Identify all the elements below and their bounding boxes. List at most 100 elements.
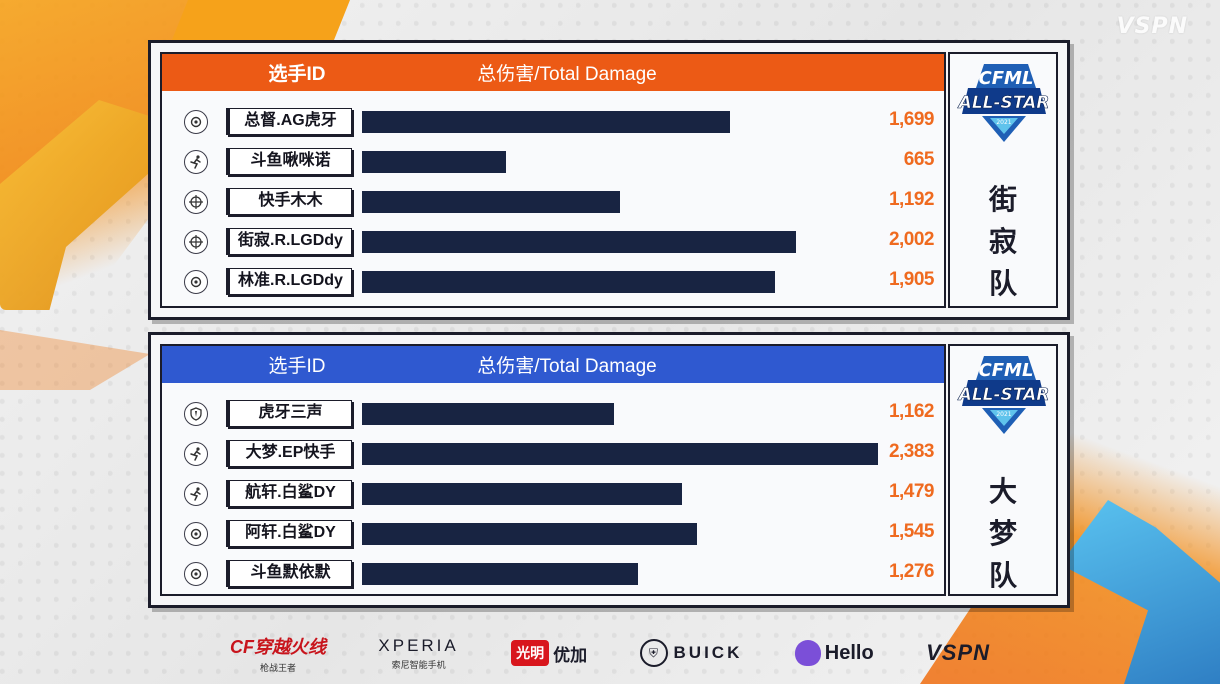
header-total-damage: 总伤害/Total Damage	[477, 356, 657, 377]
shield-icon	[184, 402, 208, 426]
all-star-emblem: CFML ALL-STAR 2021	[956, 64, 1050, 142]
buick-shield-icon: ⛨	[639, 639, 668, 667]
player-row: 总督.AG虎牙 1,699	[162, 105, 944, 145]
sponsor-name: BUICK	[673, 643, 743, 662]
damage-value: 665	[903, 149, 935, 170]
damage-value: 1,162	[888, 401, 935, 422]
sponsor-bar: CF穿越火线 枪战王者 XPERIA 索尼智能手机 光明 优加 ⛨ BUICK …	[230, 628, 990, 678]
player-row: 虎牙三声 1,162	[162, 397, 944, 437]
player-name: 大梦.EP快手	[226, 440, 352, 467]
team-name: 街 寂 队	[950, 179, 1056, 305]
runner-icon	[184, 482, 208, 506]
player-name: 快手木木	[226, 188, 352, 215]
player-name: 虎牙三声	[226, 400, 352, 427]
team-name-char: 街	[988, 183, 1017, 216]
hello-mascot-icon	[794, 640, 821, 666]
player-name: 街寂.R.LGDdy	[226, 228, 352, 255]
orange-banner-top	[170, 0, 350, 45]
sponsor-name: 光明	[511, 640, 550, 666]
team-name-char: 队	[988, 559, 1017, 592]
all-star-emblem: CFML ALL-STAR 2021	[956, 356, 1050, 434]
cfml-all-star-logo: CFML ALL-STAR 2021	[954, 350, 1054, 436]
damage-bar	[362, 403, 614, 425]
player-row: 街寂.R.LGDdy 2,002	[162, 225, 944, 265]
team-name: 大 梦 队	[950, 471, 1056, 597]
logo-year: 2021	[996, 411, 1011, 418]
gear-icon	[184, 270, 208, 294]
damage-bar	[362, 191, 620, 213]
team-name-char: 大	[988, 475, 1017, 508]
damage-bar	[362, 563, 638, 585]
damage-bar	[362, 231, 796, 253]
crosshair-icon	[184, 230, 208, 254]
sponsor-sub: 优加	[553, 645, 588, 665]
cfml-all-star-logo: CFML ALL-STAR 2021	[954, 58, 1054, 144]
table-header: 选手ID 总伤害/Total Damage	[162, 346, 944, 383]
damage-value: 1,276	[888, 561, 935, 582]
damage-value: 2,002	[888, 229, 935, 250]
team-name-char: 梦	[988, 517, 1017, 550]
damage-bar	[362, 483, 682, 505]
gear-icon	[184, 110, 208, 134]
damage-bar	[362, 111, 730, 133]
gear-icon	[184, 522, 208, 546]
gear-icon	[184, 562, 208, 586]
player-name: 林准.R.LGDdy	[226, 268, 352, 295]
damage-table: 选手ID 总伤害/Total Damage 总督.AG虎牙 1,699 斗鱼啾咪诺 6…	[160, 52, 946, 308]
team-name-char: 寂	[988, 225, 1017, 258]
damage-bar	[362, 443, 878, 465]
sponsor-name: CF穿越火线	[230, 636, 326, 657]
damage-value: 2,383	[888, 441, 935, 462]
player-row: 航轩.白鲨DY 1,479	[162, 477, 944, 517]
damage-value: 1,699	[888, 109, 935, 130]
sponsor-xperia-logo: XPERIA 索尼智能手机	[378, 636, 458, 671]
sponsor-sub: 索尼智能手机	[391, 660, 446, 671]
player-name: 航轩.白鲨DY	[226, 480, 352, 507]
sponsor-hello-logo: Hello	[794, 640, 874, 666]
damage-table: 选手ID 总伤害/Total Damage 虎牙三声 1,162 大梦.EP快手 2,…	[160, 344, 946, 596]
sponsor-name: Hello	[824, 641, 874, 664]
sponsor-vspn-logo: VSPN	[926, 640, 990, 666]
sponsor-buick-logo: ⛨ BUICK	[639, 639, 743, 667]
logo-line2: ALL-STAR	[957, 93, 1050, 113]
sponsor-guangming-logo: 光明 优加	[511, 640, 587, 666]
logo-line1: CFML	[979, 68, 1034, 89]
damage-bar	[362, 523, 697, 545]
header-player-id: 选手ID	[268, 356, 326, 377]
player-row: 快手木木 1,192	[162, 185, 944, 225]
player-row: 阿轩.白鲨DY 1,545	[162, 517, 944, 557]
player-name: 斗鱼啾咪诺	[226, 148, 352, 175]
sponsor-name: VSPN	[926, 640, 990, 665]
damage-bar	[362, 271, 775, 293]
logo-line2: ALL-STAR	[957, 385, 1050, 405]
team-panel-2: 选手ID 总伤害/Total Damage 虎牙三声 1,162 大梦.EP快手 2,…	[148, 332, 1070, 608]
damage-bar	[362, 151, 506, 173]
table-header: 选手ID 总伤害/Total Damage	[162, 54, 944, 91]
team-name-char: 队	[988, 267, 1017, 300]
player-row: 林准.R.LGDdy 1,905	[162, 265, 944, 305]
player-row: 斗鱼默依默 1,276	[162, 557, 944, 597]
damage-value: 1,192	[888, 189, 935, 210]
team-panel-1: 选手ID 总伤害/Total Damage 总督.AG虎牙 1,699 斗鱼啾咪诺 6…	[148, 40, 1070, 320]
sponsor-name: XPERIA	[378, 635, 459, 655]
player-rows: 虎牙三声 1,162 大梦.EP快手 2,383 航轩.白鲨DY 1,479 阿轩.白鲨DY…	[162, 383, 944, 597]
team-side-column: CFML ALL-STAR 2021 街 寂 队	[948, 52, 1058, 308]
player-row: 大梦.EP快手 2,383	[162, 437, 944, 477]
sponsor-crossfire-logo: CF穿越火线 枪战王者	[230, 633, 326, 674]
logo-line1: CFML	[979, 360, 1034, 381]
vspn-watermark: VSPN	[1116, 14, 1188, 39]
sponsor-sub: 枪战王者	[259, 663, 296, 674]
player-name: 阿轩.白鲨DY	[226, 520, 352, 547]
team-side-column: CFML ALL-STAR 2021 大 梦 队	[948, 344, 1058, 596]
crosshair-icon	[184, 190, 208, 214]
header-total-damage: 总伤害/Total Damage	[477, 64, 657, 85]
player-name: 总督.AG虎牙	[226, 108, 352, 135]
logo-year: 2021	[996, 119, 1011, 126]
player-rows: 总督.AG虎牙 1,699 斗鱼啾咪诺 665 快手木木 1,192 街寂.R.LGDdy 2…	[162, 91, 944, 305]
damage-value: 1,479	[888, 481, 935, 502]
runner-icon	[184, 150, 208, 174]
player-row: 斗鱼啾咪诺 665	[162, 145, 944, 185]
player-name: 斗鱼默依默	[226, 560, 352, 587]
damage-value: 1,905	[888, 269, 935, 290]
damage-value: 1,545	[888, 521, 935, 542]
